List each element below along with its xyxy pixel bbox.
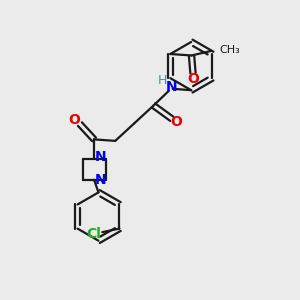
Text: N: N (95, 150, 106, 164)
Text: O: O (170, 115, 182, 129)
Text: N: N (95, 173, 106, 187)
Text: O: O (188, 72, 200, 86)
Text: H: H (158, 74, 167, 87)
Text: CH₃: CH₃ (219, 45, 240, 55)
Text: O: O (69, 113, 81, 127)
Text: Cl: Cl (87, 226, 101, 241)
Text: N: N (165, 80, 177, 94)
